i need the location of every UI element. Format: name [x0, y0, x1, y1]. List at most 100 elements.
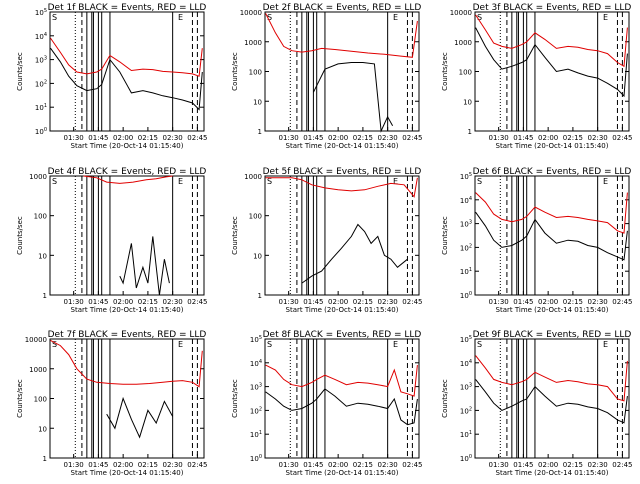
ytick-label: 1000 — [29, 173, 47, 181]
ytick-label: 101 — [460, 430, 472, 439]
series-lld-line — [475, 192, 628, 234]
end-flag: E — [603, 340, 608, 349]
y-axis-label: Counts/sec — [441, 379, 449, 418]
x-axis-label: Start Time (20-Oct-14 01:15:40) — [71, 142, 184, 150]
xtick-label: 02:15 — [138, 461, 158, 469]
xtick-label: 02:30 — [378, 298, 398, 306]
xtick-label: 01:45 — [513, 298, 533, 306]
y-axis-label: Counts/sec — [441, 52, 449, 91]
panel-title: Det 5f BLACK = Events, RED = LLD — [263, 167, 422, 177]
series-lld-line — [265, 13, 418, 58]
y-axis-label: Counts/sec — [231, 379, 239, 418]
xtick-label: 01:30 — [279, 298, 299, 306]
xtick-label: 02:45 — [612, 461, 632, 469]
xtick-label: 02:15 — [353, 134, 373, 142]
xtick-label: 02:30 — [378, 461, 398, 469]
y-axis-label: Counts/sec — [231, 216, 239, 255]
ytick-label: 100 — [460, 454, 472, 463]
xtick-label: 02:30 — [588, 134, 608, 142]
ytick-label: 1 — [258, 292, 262, 300]
x-axis-label: Start Time (20-Oct-14 01:15:40) — [71, 306, 184, 314]
ytick-label: 10000 — [25, 336, 47, 344]
x-axis-label: Start Time (20-Oct-14 01:15:40) — [286, 306, 399, 314]
xtick-label: 01:30 — [64, 134, 84, 142]
ytick-label: 105 — [460, 172, 472, 181]
plot-frame — [49, 11, 205, 132]
plot-frame — [474, 338, 630, 459]
series-lld-line — [50, 37, 203, 77]
y-axis-label: Counts/sec — [231, 52, 239, 91]
y-axis-label: Counts/sec — [16, 379, 24, 418]
series-events-line — [312, 62, 394, 133]
xtick-label: 01:45 — [303, 461, 323, 469]
y-axis-label: Counts/sec — [441, 216, 449, 255]
start-flag: S — [267, 13, 272, 22]
panel-title: Det 1f BLACK = Events, RED = LLD — [48, 3, 207, 13]
panel-title: Det 3f BLACK = Events, RED = LLD — [473, 3, 632, 13]
ytick-label: 103 — [35, 56, 47, 65]
xtick-label: 02:30 — [378, 134, 398, 142]
ytick-label: 100 — [249, 69, 262, 77]
ytick-label: 102 — [460, 406, 472, 415]
plot-frame — [264, 175, 420, 296]
y-axis-label: Counts/sec — [16, 216, 24, 255]
ytick-label: 104 — [460, 196, 472, 205]
xtick-label: 02:45 — [402, 134, 422, 142]
xtick-label: 02:45 — [612, 134, 632, 142]
y-axis-label: Counts/sec — [16, 52, 24, 91]
x-axis-label: Start Time (20-Oct-14 01:15:40) — [496, 469, 609, 477]
xtick-label: 01:30 — [489, 134, 509, 142]
panel-title: Det 2f BLACK = Events, RED = LLD — [263, 3, 422, 13]
xtick-label: 01:30 — [64, 298, 84, 306]
ytick-label: 10 — [253, 98, 262, 106]
ytick-label: 100 — [460, 291, 472, 300]
ytick-label: 10 — [463, 98, 472, 106]
ytick-label: 100 — [34, 213, 47, 221]
end-flag: E — [178, 177, 183, 186]
xtick-label: 01:45 — [513, 461, 533, 469]
ytick-label: 105 — [250, 335, 262, 344]
series-events-line — [50, 47, 203, 111]
xtick-label: 02:00 — [113, 298, 133, 306]
series-lld-line — [83, 175, 173, 184]
ytick-label: 102 — [35, 79, 47, 88]
xtick-label: 02:00 — [538, 134, 558, 142]
ytick-label: 10 — [253, 252, 262, 260]
xtick-label: 02:15 — [353, 461, 373, 469]
ytick-label: 10 — [38, 252, 47, 260]
start-flag: S — [477, 340, 482, 349]
xtick-label: 02:15 — [138, 134, 158, 142]
xtick-label: 01:30 — [279, 461, 299, 469]
xtick-label: 01:45 — [88, 461, 108, 469]
ytick-label: 102 — [250, 406, 262, 415]
plot-frame — [264, 338, 420, 459]
xtick-label: 01:30 — [489, 461, 509, 469]
panel-title: Det 7f BLACK = Events, RED = LLD — [48, 330, 207, 340]
end-flag: E — [393, 13, 398, 22]
ytick-label: 104 — [250, 359, 262, 368]
ytick-label: 100 — [34, 396, 47, 404]
x-axis-label: Start Time (20-Oct-14 01:15:40) — [496, 142, 609, 150]
xtick-label: 01:30 — [64, 461, 84, 469]
xtick-label: 02:45 — [402, 461, 422, 469]
xtick-label: 02:45 — [402, 298, 422, 306]
series-events-line — [475, 27, 628, 98]
ytick-label: 1 — [43, 455, 47, 463]
xtick-label: 01:45 — [513, 134, 533, 142]
ytick-label: 100 — [459, 69, 472, 77]
ytick-label: 1 — [258, 128, 262, 136]
xtick-label: 02:30 — [588, 461, 608, 469]
ytick-label: 105 — [460, 335, 472, 344]
series-lld-line — [265, 177, 418, 198]
series-events-line — [475, 211, 628, 261]
xtick-label: 02:00 — [538, 461, 558, 469]
plot-frame — [49, 338, 205, 459]
ytick-label: 103 — [460, 383, 472, 392]
